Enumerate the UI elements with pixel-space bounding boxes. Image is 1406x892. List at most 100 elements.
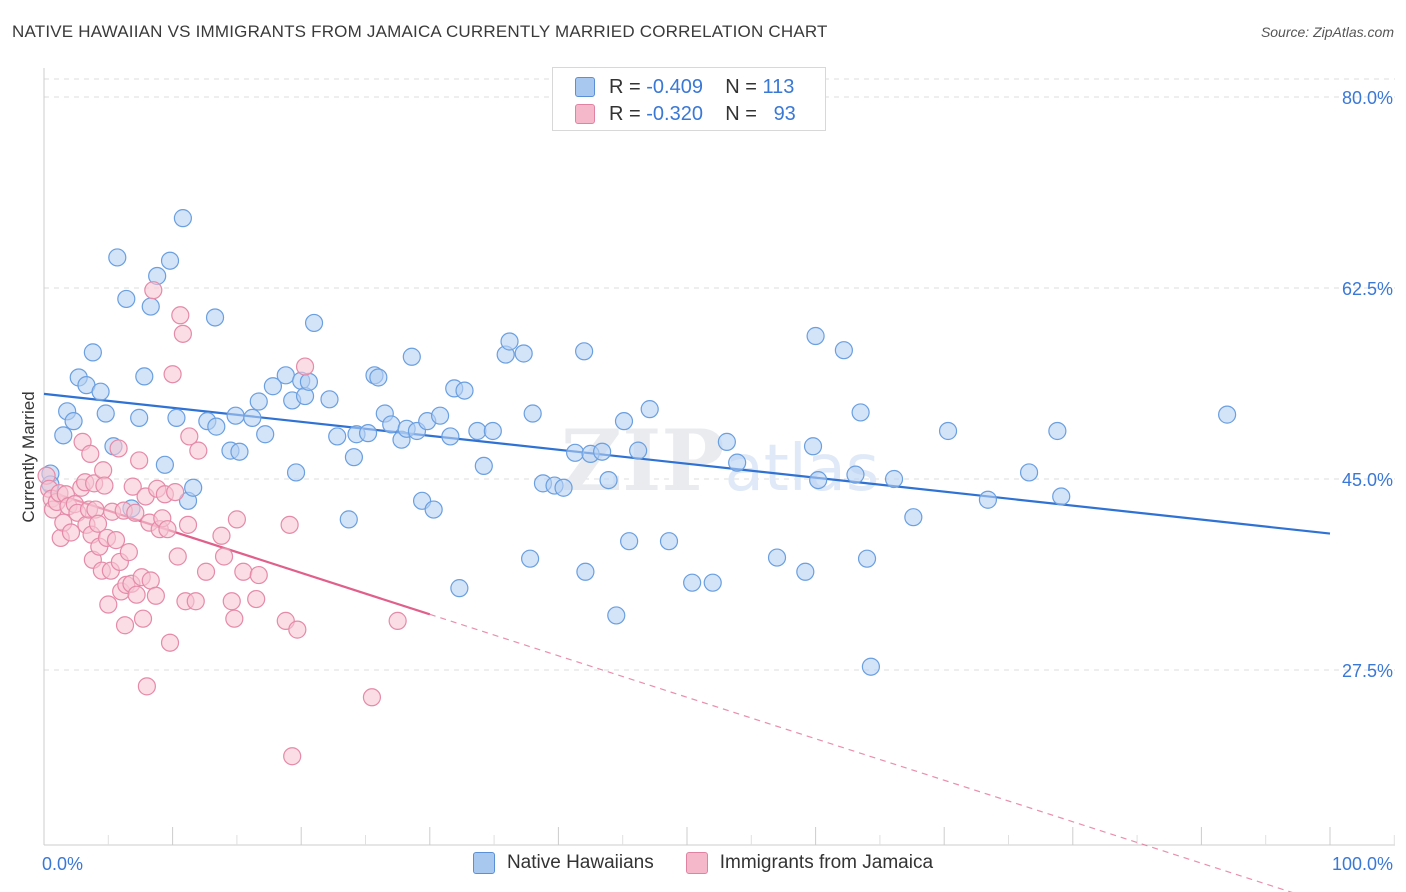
stats-row-native-hawaiians: R = -0.409 N = 113	[575, 74, 794, 100]
native-hawaiian-point	[141, 297, 160, 316]
n-value: 113	[762, 75, 795, 98]
jamaica-point	[61, 523, 81, 542]
jamaica-point	[99, 595, 118, 614]
native-hawaiian-point	[96, 404, 115, 423]
legend-swatch-blue	[575, 77, 595, 97]
native-hawaiian-point	[299, 372, 319, 391]
jamaica-point	[178, 515, 198, 534]
jamaica-point	[123, 477, 142, 496]
chart-title: NATIVE HAWAIIAN VS IMMIGRANTS FROM JAMAI…	[12, 22, 828, 41]
legend-label: Immigrants from Jamaica	[719, 852, 934, 873]
r-label: R =	[609, 75, 641, 98]
jamaica-point	[214, 547, 234, 566]
jamaica-point	[168, 547, 187, 566]
r-value: -0.320	[646, 102, 703, 125]
tick-labels: 80.0% 62.5% 45.0% 27.5% 0.0% 100.0%	[42, 88, 1393, 874]
native-hawaiian-point	[382, 415, 401, 434]
jamaica-point	[160, 633, 180, 652]
legend-item-jamaica[interactable]: Immigrants from Jamaica	[685, 852, 934, 874]
jamaica-point	[247, 589, 266, 609]
n-label: N =	[725, 102, 757, 125]
native-hawaiian-point	[1052, 487, 1071, 506]
x-tick-label: 0.0%	[42, 854, 83, 874]
jamaica-point	[222, 592, 241, 611]
native-hawaiian-point	[809, 470, 828, 490]
legend-swatch-blue	[472, 852, 495, 874]
native-hawaiian-point	[629, 441, 648, 460]
native-hawaiian-point	[83, 343, 102, 362]
jamaica-point	[106, 531, 126, 550]
native-hawaiian-point	[155, 455, 174, 474]
native-hawaiian-point	[554, 478, 573, 497]
jamaica-point	[137, 677, 156, 696]
native-hawaiian-point	[620, 532, 639, 551]
native-hawaiian-point	[483, 421, 502, 441]
native-hawaiian-point	[803, 437, 823, 456]
native-hawaiian-point	[430, 406, 450, 425]
stats-row-jamaica: R = -0.320 N = 93	[575, 101, 796, 127]
native-hawaiian-point	[514, 344, 533, 363]
jamaica-point	[133, 609, 153, 628]
native-hawaiian-point	[117, 289, 136, 309]
native-hawaiian-point	[344, 448, 364, 467]
n-label: N =	[725, 75, 757, 98]
jamaica-point	[171, 306, 190, 325]
jamaica-point	[388, 611, 407, 630]
jamaica-point	[225, 609, 244, 628]
source-label: Source: ZipAtlas.com	[1260, 24, 1394, 40]
native-hawaiian-point	[593, 442, 612, 461]
native-hawaiian-point	[834, 341, 853, 360]
legend-swatch-pink	[575, 104, 595, 124]
native-hawaiian-point	[205, 308, 225, 327]
jamaica-point	[130, 451, 149, 470]
native-hawaiian-point	[286, 463, 306, 482]
jamaica-point	[288, 620, 307, 639]
native-hawaiian-point	[256, 425, 275, 444]
native-hawaiian-point	[851, 403, 870, 422]
jamaica-point	[141, 571, 160, 590]
native-hawaiian-point	[320, 390, 339, 409]
native-hawaiian-point	[184, 478, 203, 497]
native-hawaiian-point	[167, 408, 186, 427]
jamaica-point	[119, 543, 138, 562]
legend-item-native-hawaiians[interactable]: Native Hawaiians	[472, 852, 654, 874]
axes	[43, 68, 1395, 846]
native-hawaiian-point	[328, 427, 347, 446]
y-tick-label: 27.5%	[1342, 661, 1393, 681]
jamaica-point	[127, 585, 146, 604]
jamaica-point	[280, 515, 299, 534]
jamaica-point	[362, 688, 382, 707]
native-hawaiian-point	[249, 392, 268, 411]
native-hawaiian-point	[450, 579, 469, 598]
jamaica-point	[173, 324, 192, 343]
native-hawaiian-point	[91, 382, 110, 401]
native-hawaiian-point	[243, 408, 262, 427]
native-hawaiian-point	[640, 400, 659, 419]
native-hawaiian-point	[369, 368, 388, 387]
native-hawaiian-point	[599, 470, 618, 490]
jamaica-point	[283, 747, 302, 766]
native-hawaiian-point	[358, 424, 378, 443]
jamaica-point	[196, 562, 216, 581]
y-axis-label: Currently Married	[19, 391, 38, 522]
native-hawaiian-point	[566, 443, 585, 462]
jamaica-point	[158, 520, 177, 539]
native-hawaiian-point	[441, 427, 460, 446]
native-hawaiian-point	[304, 313, 324, 333]
native-hawaiian-point	[1019, 463, 1039, 482]
y-tick-label: 80.0%	[1342, 88, 1393, 108]
native-hawaiian-point	[659, 532, 679, 551]
y-tick-label: 45.0%	[1342, 470, 1393, 490]
native-hawaiian-point	[226, 406, 245, 425]
jamaica-point	[295, 357, 315, 376]
jamaica-point	[95, 476, 114, 495]
legend-swatch-pink	[685, 852, 708, 874]
native-hawaiian-point	[857, 549, 877, 568]
native-hawaiian-point	[263, 377, 283, 396]
n-value: 93	[773, 102, 796, 125]
native-hawaiian-point	[1048, 421, 1067, 441]
data-points	[37, 209, 1237, 766]
jamaica-point	[88, 514, 108, 533]
native-hawaiian-point	[683, 573, 702, 592]
jamaica-point	[109, 439, 128, 458]
